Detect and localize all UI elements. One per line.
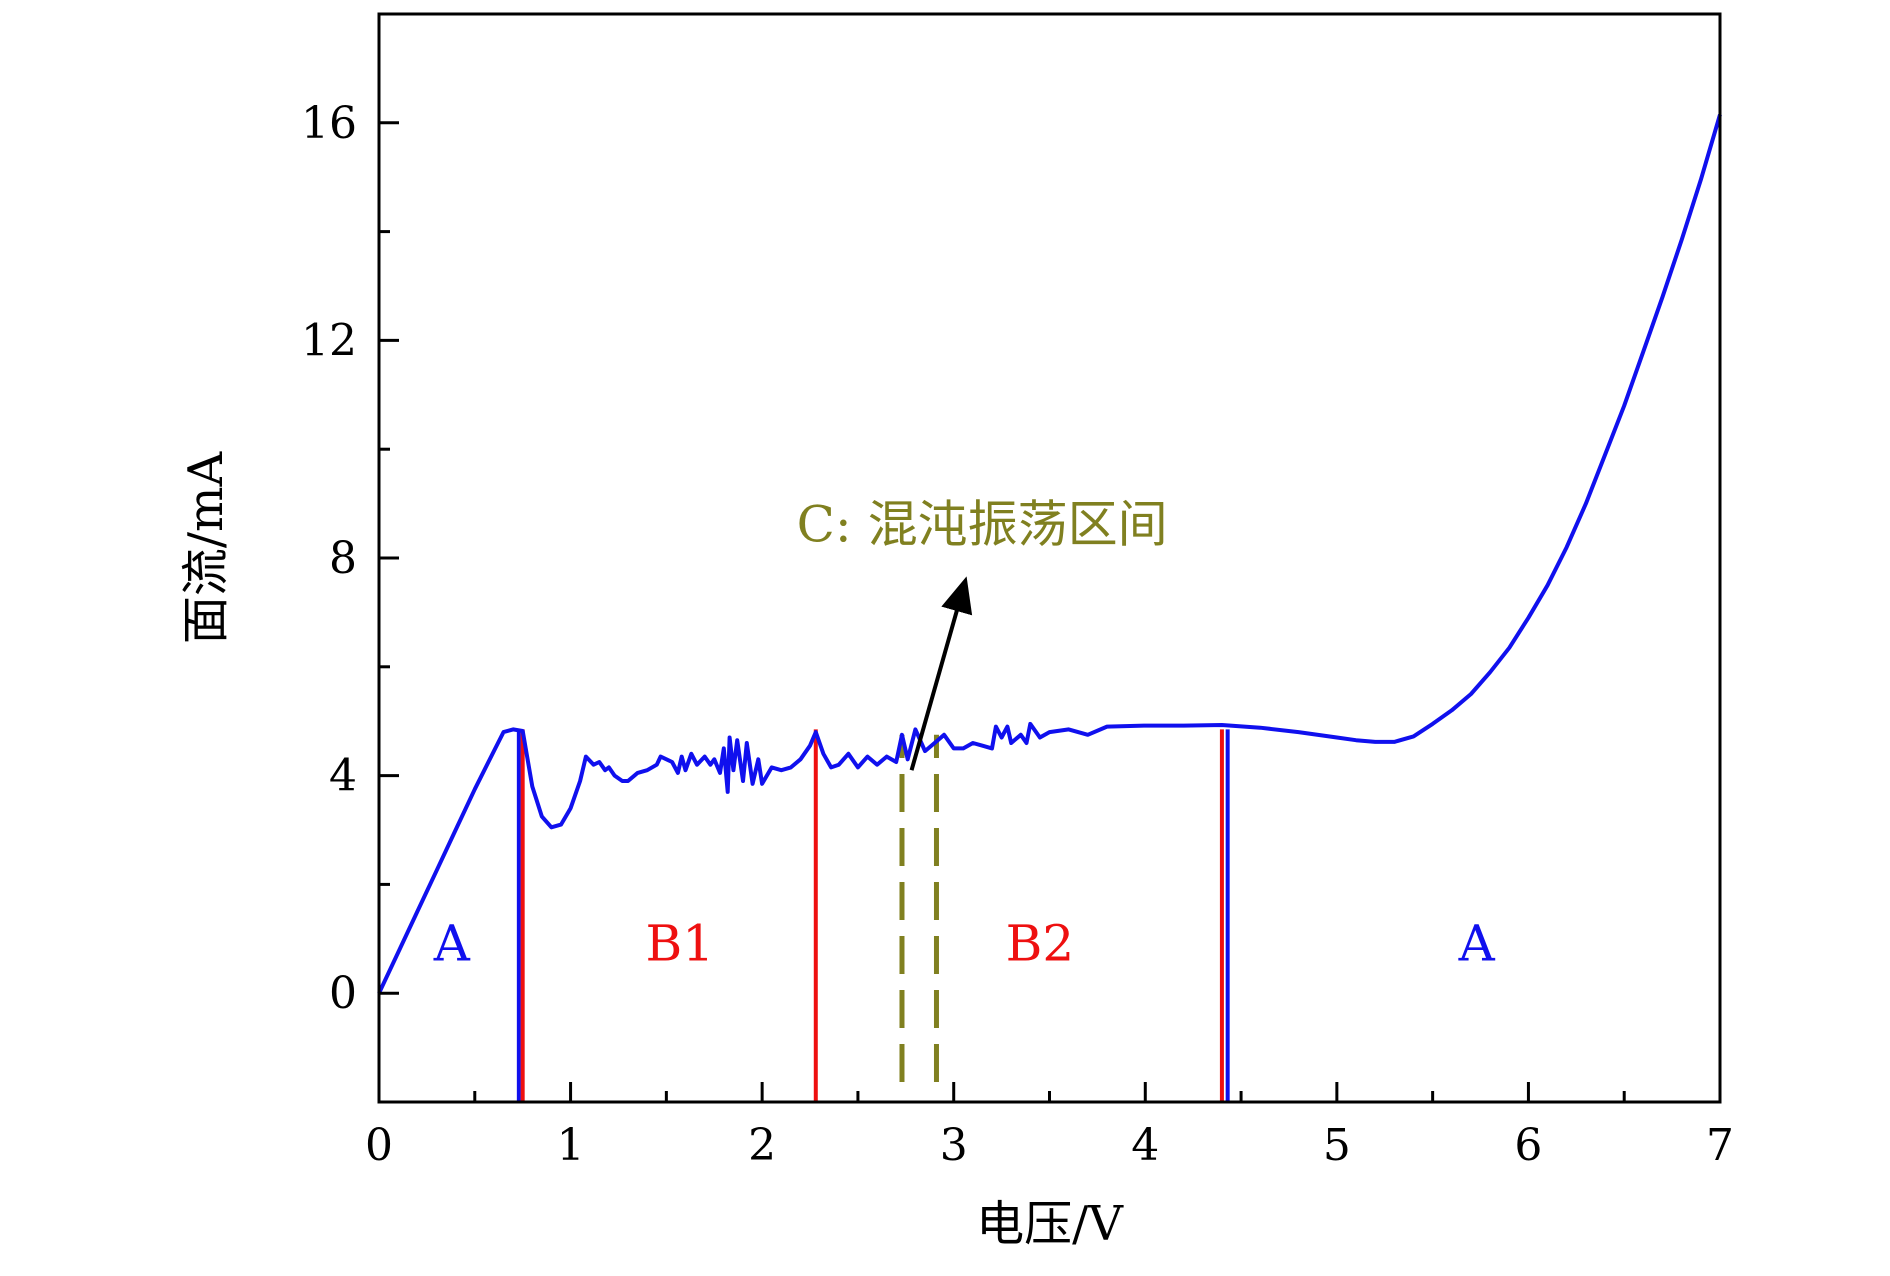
region-label: B1 bbox=[645, 915, 714, 973]
region-labels: A B1 B2 A bbox=[433, 915, 1496, 973]
y-tick-label: 4 bbox=[329, 751, 357, 802]
boundary-lines bbox=[516, 729, 1230, 1102]
region-label: B2 bbox=[1006, 915, 1075, 973]
y-tick-label: 8 bbox=[329, 533, 357, 584]
x-tick-label: 7 bbox=[1706, 1120, 1734, 1171]
x-tick-label: 1 bbox=[557, 1120, 585, 1171]
y-tick-label: 0 bbox=[329, 968, 357, 1019]
x-axis-title: 电压/V bbox=[976, 1196, 1124, 1252]
x-tick-label: 3 bbox=[940, 1120, 968, 1171]
y-tick-label: 16 bbox=[301, 98, 357, 149]
x-tick-label: 4 bbox=[1131, 1120, 1159, 1171]
x-tick-label: 2 bbox=[748, 1120, 776, 1171]
x-tick-label: 5 bbox=[1323, 1120, 1351, 1171]
annotation-text: C: 混沌振荡区间 bbox=[797, 496, 1168, 554]
series-line-0 bbox=[377, 114, 1722, 995]
y-axis-title: 面流/mA bbox=[178, 450, 234, 644]
plot-frame bbox=[377, 12, 1722, 1104]
x-tick-label: 0 bbox=[365, 1120, 393, 1171]
x-tick-label: 6 bbox=[1514, 1120, 1542, 1171]
annotation-arrow bbox=[909, 576, 973, 771]
region-label: A bbox=[433, 915, 471, 973]
y-tick-label: 12 bbox=[301, 315, 357, 366]
annotation: C: 混沌振荡区间 bbox=[797, 496, 1168, 771]
series-layer bbox=[377, 114, 1722, 995]
region-label: A bbox=[1458, 915, 1496, 973]
